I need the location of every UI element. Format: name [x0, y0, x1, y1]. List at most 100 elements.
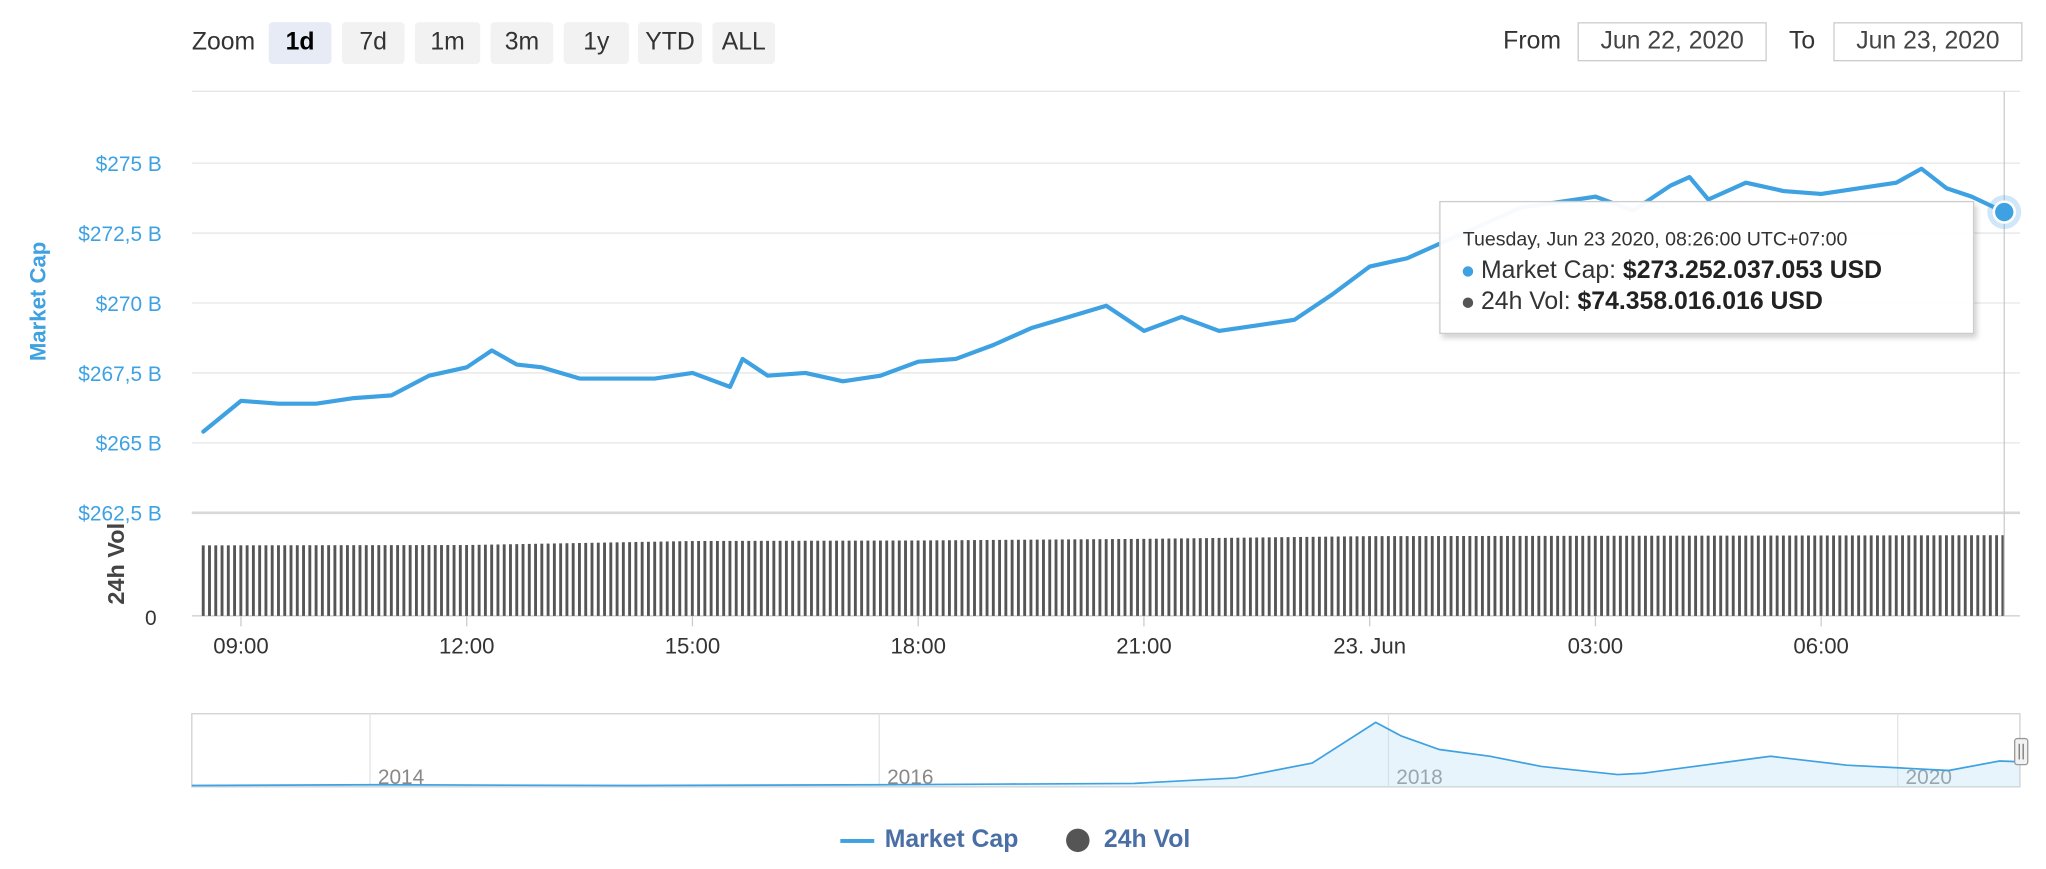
volume-bar: [1443, 536, 1446, 616]
hover-marker: [1994, 202, 2015, 223]
volume-bar: [1832, 535, 1835, 615]
volume-bar: [402, 545, 405, 616]
volume-bar: [308, 545, 311, 616]
volume-bar: [1657, 536, 1660, 616]
volume-bar: [1782, 536, 1785, 616]
volume-bar: [428, 545, 431, 616]
volume-bar: [478, 545, 481, 616]
volume-bar: [898, 541, 901, 616]
volume-bar: [1117, 539, 1120, 616]
volume-bar: [766, 541, 769, 616]
volume-bar: [735, 541, 738, 616]
volume-bar: [1970, 535, 1973, 616]
tooltip-volume-row: 24h Vol: $74.358.016.016 USD: [1463, 287, 1973, 318]
volume-bar: [1550, 536, 1553, 616]
tooltip-marketcap-row: Market Cap: $273.252.037.053 USD: [1463, 256, 1973, 287]
marketcap-dot-icon: [1463, 266, 1473, 276]
volume-bar: [1895, 535, 1898, 616]
volume-bar: [221, 545, 224, 616]
volume-bar: [1845, 535, 1848, 615]
volume-bar: [490, 545, 493, 616]
volume-bar: [1230, 538, 1233, 616]
volume-bar: [1769, 536, 1772, 616]
volume-bar: [459, 545, 462, 616]
volume-bar: [860, 541, 863, 616]
volume-bar: [1506, 536, 1509, 616]
volume-bar: [471, 545, 474, 616]
volume-bar: [660, 542, 663, 616]
volume-bar: [1193, 538, 1196, 616]
volume-bar: [1625, 536, 1628, 616]
volume-bar: [685, 541, 688, 616]
price-tick-label: $270 B: [96, 293, 162, 316]
volume-bar: [465, 545, 468, 616]
volume-bar: [1976, 535, 1979, 616]
volume-bar: [967, 540, 970, 616]
volume-bar: [910, 540, 913, 615]
volume-bar: [1387, 536, 1390, 616]
volume-bar: [1932, 535, 1935, 616]
volume-bar: [703, 541, 706, 616]
volume-bar: [415, 545, 418, 616]
volume-bar: [1080, 539, 1083, 616]
volume-bars: [202, 535, 2005, 616]
volume-bar: [1795, 536, 1798, 616]
legend-marketcap[interactable]: Market Cap: [840, 822, 1018, 859]
volume-bar: [396, 545, 399, 616]
volume-bar: [352, 545, 355, 616]
price-tick-label: $272,5 B: [78, 223, 162, 246]
volume-bar: [340, 545, 343, 616]
x-tick-label: 15:00: [665, 634, 720, 659]
volume-bar: [797, 541, 800, 616]
volume-bar: [1437, 536, 1440, 616]
volume-bar: [1475, 536, 1478, 616]
volume-bar: [1224, 538, 1227, 616]
volume-bar: [1600, 536, 1603, 616]
volume-bar: [1023, 540, 1026, 616]
volume-bar: [716, 541, 719, 616]
volume-bar: [653, 542, 656, 616]
volume-bar: [390, 545, 393, 616]
volume-bar: [973, 540, 976, 616]
volume-bar: [854, 541, 857, 616]
tooltip-header: Tuesday, Jun 23 2020, 08:26:00 UTC+07:00: [1463, 228, 1973, 250]
volume-bar: [1236, 538, 1239, 616]
volume-bar: [1707, 536, 1710, 616]
volume-bar: [446, 545, 449, 616]
volume-bar: [892, 541, 895, 616]
volume-bar: [409, 545, 412, 616]
volume-bar: [1945, 535, 1948, 616]
legend-volume[interactable]: 24h Vol: [1066, 822, 1190, 859]
volume-bar: [791, 541, 794, 616]
x-tick-label: 21:00: [1116, 634, 1171, 659]
volume-bar: [1274, 537, 1277, 616]
volume-bar: [1481, 536, 1484, 616]
volume-bar: [1468, 536, 1471, 616]
x-tick-label: 06:00: [1793, 634, 1848, 659]
volume-bar: [1418, 536, 1421, 616]
volume-bar: [1356, 536, 1359, 616]
volume-bar: [1989, 535, 1992, 616]
volume-bar: [1757, 536, 1760, 616]
volume-bar: [804, 541, 807, 616]
volume-bar: [634, 542, 637, 616]
volume-bar: [315, 545, 318, 616]
volume-bar: [935, 540, 938, 616]
volume-bar: [484, 545, 487, 616]
volume-bar: [1487, 536, 1490, 616]
volume-bar: [641, 542, 644, 616]
volume-bar: [1174, 538, 1177, 615]
volume-bar: [992, 540, 995, 616]
volume-bar: [1324, 537, 1327, 616]
volume-bar: [208, 545, 211, 616]
volume-bar: [1719, 536, 1722, 616]
volume-bar: [559, 543, 562, 616]
volume-bar: [1826, 535, 1829, 615]
volume-bar: [616, 542, 619, 616]
volume-bar: [1519, 536, 1522, 616]
volume-bar: [1199, 538, 1202, 616]
volume-bar: [741, 541, 744, 616]
volume-bar: [1305, 537, 1308, 616]
